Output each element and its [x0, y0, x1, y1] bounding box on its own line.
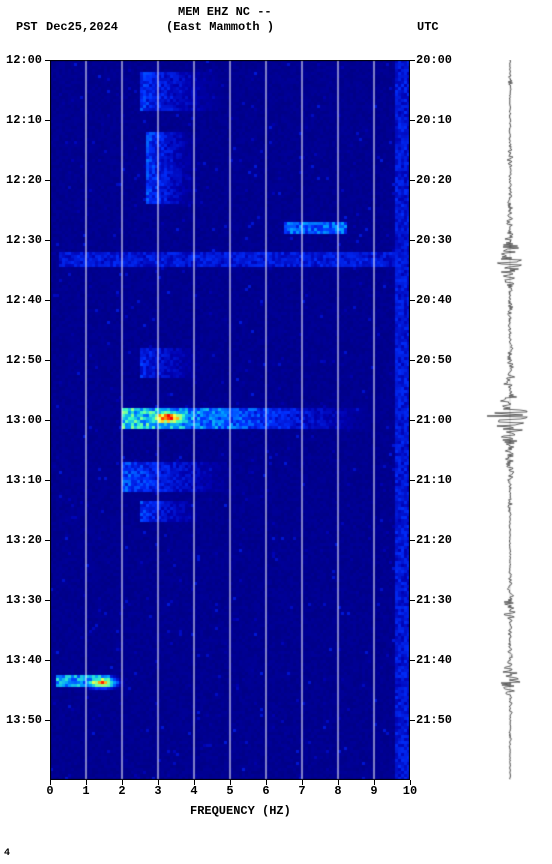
axis-tick [45, 60, 50, 61]
axis-tick [45, 420, 50, 421]
axis-tick [45, 600, 50, 601]
utc-label: UTC [417, 20, 439, 34]
spectrogram-plot [50, 60, 410, 780]
right-time-tick: 20:30 [416, 233, 452, 247]
axis-tick [302, 780, 303, 785]
axis-tick [45, 720, 50, 721]
right-time-tick: 21:40 [416, 653, 452, 667]
axis-tick [410, 420, 415, 421]
left-time-tick: 13:20 [6, 533, 42, 547]
left-time-tick: 13:40 [6, 653, 42, 667]
freq-tick: 5 [226, 784, 233, 798]
axis-tick [45, 360, 50, 361]
station-code: MEM EHZ NC -- [178, 5, 272, 19]
axis-tick [45, 480, 50, 481]
axis-tick [50, 780, 51, 785]
freq-tick: 2 [118, 784, 125, 798]
right-time-tick: 20:00 [416, 53, 452, 67]
left-time-tick: 13:00 [6, 413, 42, 427]
axis-tick [158, 780, 159, 785]
axis-tick [374, 780, 375, 785]
station-name: (East Mammoth ) [166, 20, 274, 34]
axis-tick [410, 720, 415, 721]
right-time-tick: 21:00 [416, 413, 452, 427]
right-time-tick: 20:20 [416, 173, 452, 187]
axis-tick [45, 540, 50, 541]
axis-tick [45, 300, 50, 301]
axis-tick [338, 780, 339, 785]
axis-tick [410, 660, 415, 661]
axis-tick [45, 180, 50, 181]
right-time-tick: 21:10 [416, 473, 452, 487]
left-time-tick: 12:00 [6, 53, 42, 67]
right-time-tick: 21:20 [416, 533, 452, 547]
pst-label: PST [16, 20, 38, 34]
left-time-tick: 13:30 [6, 593, 42, 607]
axis-tick [45, 240, 50, 241]
freq-tick: 9 [370, 784, 377, 798]
axis-tick [410, 480, 415, 481]
left-time-tick: 13:10 [6, 473, 42, 487]
freq-tick: 7 [298, 784, 305, 798]
axis-tick [410, 540, 415, 541]
axis-tick [410, 180, 415, 181]
right-time-tick: 21:50 [416, 713, 452, 727]
right-time-tick: 20:10 [416, 113, 452, 127]
freq-tick: 3 [154, 784, 161, 798]
right-time-tick: 21:30 [416, 593, 452, 607]
left-time-tick: 12:20 [6, 173, 42, 187]
x-axis-label: FREQUENCY (HZ) [190, 804, 291, 818]
freq-tick: 0 [46, 784, 53, 798]
left-time-tick: 12:50 [6, 353, 42, 367]
freq-tick: 4 [190, 784, 197, 798]
axis-tick [410, 300, 415, 301]
freq-tick: 1 [82, 784, 89, 798]
axis-tick [194, 780, 195, 785]
axis-tick [122, 780, 123, 785]
freq-tick: 6 [262, 784, 269, 798]
axis-tick [45, 120, 50, 121]
seismogram-trace [483, 60, 537, 780]
axis-tick [410, 60, 415, 61]
axis-tick [410, 120, 415, 121]
right-time-tick: 20:50 [416, 353, 452, 367]
axis-tick [410, 600, 415, 601]
left-time-tick: 12:30 [6, 233, 42, 247]
left-time-tick: 13:50 [6, 713, 42, 727]
axis-tick [410, 780, 411, 785]
date-label: Dec25,2024 [46, 20, 118, 34]
left-time-tick: 12:40 [6, 293, 42, 307]
footer-mark: 4 [4, 848, 10, 859]
axis-tick [266, 780, 267, 785]
freq-tick: 10 [403, 784, 417, 798]
right-time-tick: 20:40 [416, 293, 452, 307]
axis-tick [45, 660, 50, 661]
left-time-tick: 12:10 [6, 113, 42, 127]
freq-tick: 8 [334, 784, 341, 798]
axis-tick [410, 240, 415, 241]
axis-tick [410, 360, 415, 361]
axis-tick [230, 780, 231, 785]
axis-tick [86, 780, 87, 785]
